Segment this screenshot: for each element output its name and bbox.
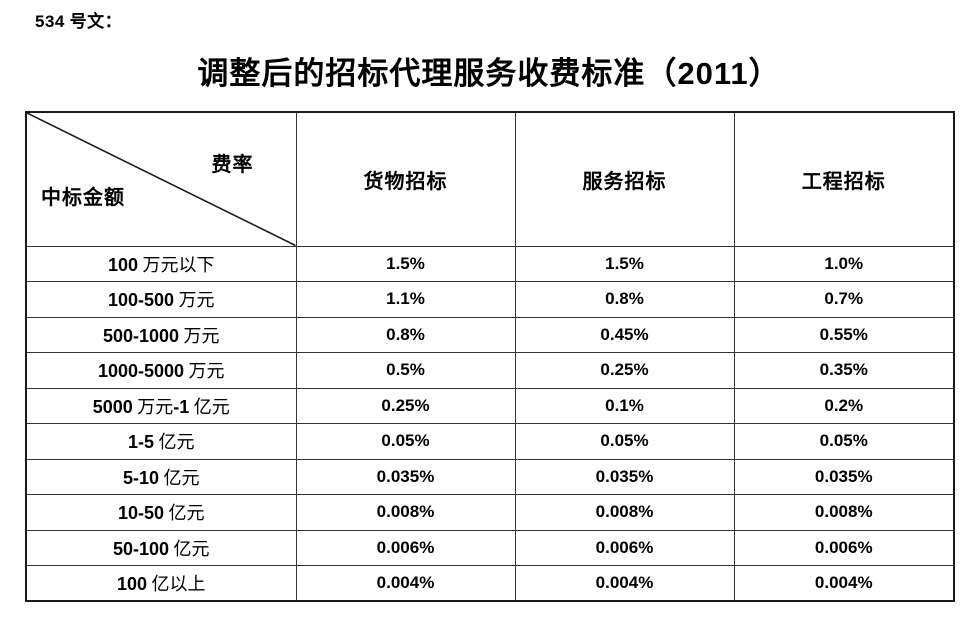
- value-cell: 0.05%: [514, 423, 735, 460]
- value-cell: 1.1%: [295, 281, 516, 318]
- table-row: 1-5 亿元 0.05% 0.05% 0.05%: [25, 423, 955, 460]
- diagonal-divider-line: [27, 113, 296, 246]
- corner-header-cell: 费率 中标金额: [25, 111, 297, 247]
- table-row: 100 万元以下 1.5% 1.5% 1.0%: [25, 245, 955, 282]
- table-row: 5-10 亿元 0.035% 0.035% 0.035%: [25, 458, 955, 495]
- table-row: 10-50 亿元 0.008% 0.008% 0.008%: [25, 494, 955, 531]
- column-header-works-bidding: 工程招标: [733, 111, 955, 247]
- row-label-cell: 500-1000 万元: [25, 316, 297, 353]
- row-label-cell: 100 亿以上: [25, 565, 297, 602]
- value-cell: 0.05%: [295, 423, 516, 460]
- value-cell: 0.8%: [295, 316, 516, 353]
- value-cell: 1.5%: [295, 245, 516, 282]
- value-cell: 0.006%: [295, 529, 516, 566]
- value-cell: 0.004%: [295, 565, 516, 602]
- value-cell: 0.25%: [295, 387, 516, 424]
- value-cell: 0.45%: [514, 316, 735, 353]
- page-title: 调整后的招标代理服务收费标准（2011）: [197, 56, 781, 91]
- corner-label-bid-amount: 中标金额: [41, 186, 125, 209]
- value-cell: 0.008%: [733, 494, 955, 531]
- value-cell: 0.004%: [514, 565, 735, 602]
- value-cell: 0.1%: [514, 387, 735, 424]
- value-cell: 0.55%: [733, 316, 955, 353]
- fee-rate-table: 费率 中标金额 货物招标 服务招标 工程招标 100 万元以下 1.5% 1.5…: [25, 111, 955, 602]
- value-cell: 0.004%: [733, 565, 955, 602]
- row-label-cell: 50-100 亿元: [25, 529, 297, 566]
- value-cell: 0.035%: [514, 458, 735, 495]
- table-row: 100 亿以上 0.004% 0.004% 0.004%: [25, 565, 955, 602]
- value-cell: 0.035%: [295, 458, 516, 495]
- table-row: 500-1000 万元 0.8% 0.45% 0.55%: [25, 316, 955, 353]
- value-cell: 0.05%: [733, 423, 955, 460]
- row-label-cell: 1-5 亿元: [25, 423, 297, 460]
- value-cell: 0.7%: [733, 281, 955, 318]
- table-row: 50-100 亿元 0.006% 0.006% 0.006%: [25, 529, 955, 566]
- value-cell: 0.008%: [514, 494, 735, 531]
- table-row: 5000 万元-1 亿元 0.25% 0.1% 0.2%: [25, 387, 955, 424]
- value-cell: 0.006%: [514, 529, 735, 566]
- doc-number-label: 534 号文：: [35, 12, 123, 31]
- value-cell: 0.25%: [514, 352, 735, 389]
- value-cell: 0.8%: [514, 281, 735, 318]
- value-cell: 0.5%: [295, 352, 516, 389]
- value-cell: 0.006%: [733, 529, 955, 566]
- column-header-goods-bidding: 货物招标: [295, 111, 516, 247]
- column-header-service-bidding: 服务招标: [514, 111, 735, 247]
- value-cell: 1.5%: [514, 245, 735, 282]
- corner-label-rate: 费率: [211, 154, 254, 176]
- header-row: 费率 中标金额 货物招标 服务招标 工程招标: [25, 111, 955, 247]
- table-row: 100-500 万元 1.1% 0.8% 0.7%: [25, 281, 955, 318]
- row-label-cell: 100 万元以下: [25, 245, 297, 282]
- table-row: 1000-5000 万元 0.5% 0.25% 0.35%: [25, 352, 955, 389]
- row-label-cell: 100-500 万元: [25, 281, 297, 318]
- value-cell: 0.035%: [733, 458, 955, 495]
- value-cell: 0.35%: [733, 352, 955, 389]
- value-cell: 0.2%: [733, 387, 955, 424]
- row-label-cell: 5000 万元-1 亿元: [25, 387, 297, 424]
- row-label-cell: 10-50 亿元: [25, 494, 297, 531]
- value-cell: 0.008%: [295, 494, 516, 531]
- row-label-cell: 1000-5000 万元: [25, 352, 297, 389]
- value-cell: 1.0%: [733, 245, 955, 282]
- row-label-cell: 5-10 亿元: [25, 458, 297, 495]
